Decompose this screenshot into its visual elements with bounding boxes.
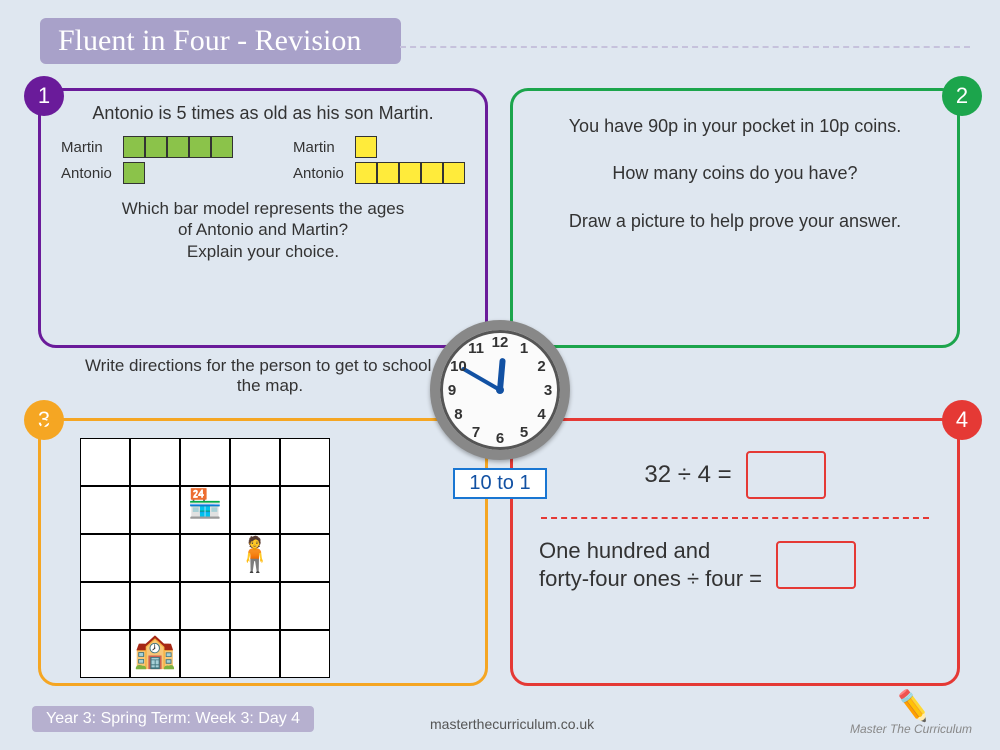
clock-number: 3 — [538, 382, 558, 399]
shop-icon — [180, 486, 230, 534]
clock-number: 2 — [532, 358, 552, 375]
p4-equation-1: 32 ÷ 4 = — [533, 451, 937, 499]
panel-2: You have 90p in your pocket in 10p coins… — [510, 88, 960, 348]
bar-label: Antonio — [293, 165, 355, 182]
panel-4-badge: 4 — [942, 400, 982, 440]
clock-number: 5 — [514, 424, 534, 441]
p3-instruction: Write directions for the person to get t… — [80, 356, 460, 397]
person-icon — [230, 534, 280, 582]
panel-1: Antonio is 5 times as old as his son Mar… — [38, 88, 488, 348]
clock-face: 121234567891011 — [430, 320, 570, 460]
clock-number: 4 — [532, 406, 552, 423]
brand-logo: ✏️Master The Curriculum — [850, 692, 972, 736]
clock-label: 10 to 1 — [453, 468, 546, 499]
clock-number: 1 — [514, 340, 534, 357]
bar-label: Martin — [61, 139, 123, 156]
p2-line1: You have 90p in your pocket in 10p coins… — [531, 115, 939, 138]
clock-number: 9 — [442, 382, 462, 399]
panel-2-badge: 2 — [942, 76, 982, 116]
title-rule — [400, 46, 970, 48]
eq1-text: 32 ÷ 4 = — [644, 461, 731, 489]
p3-map-grid — [80, 438, 330, 678]
clock-pin — [496, 386, 504, 394]
bar-label: Antonio — [61, 165, 123, 182]
panel-4: 32 ÷ 4 = One hundred and forty-four ones… — [510, 418, 960, 686]
clock-number: 8 — [448, 406, 468, 423]
footer-url: masterthecurriculum.co.uk — [430, 716, 594, 732]
bar-model-left: Martin Antonio — [61, 132, 233, 188]
answer-box[interactable] — [746, 451, 826, 499]
panel-1-badge: 1 — [24, 76, 64, 116]
p1-question: Antonio is 5 times as old as his son Mar… — [51, 103, 475, 124]
p1-subtext: Which bar model represents the ages of A… — [41, 198, 485, 262]
clock-number: 7 — [466, 424, 486, 441]
bar-model-right: Martin Antonio — [293, 132, 465, 188]
p4-equation-2: One hundred and forty-four ones ÷ four = — [539, 537, 931, 592]
answer-box[interactable] — [776, 541, 856, 589]
clock-number: 6 — [490, 430, 510, 447]
clock: 121234567891011 10 to 1 — [423, 320, 577, 499]
divider — [541, 517, 929, 519]
footer-tag: Year 3: Spring Term: Week 3: Day 4 — [32, 706, 314, 732]
clock-number: 11 — [466, 340, 486, 357]
bar-label: Martin — [293, 139, 355, 156]
p2-line3: Draw a picture to help prove your answer… — [531, 210, 939, 233]
p1-bar-models: Martin Antonio Martin Antonio — [41, 132, 485, 188]
school-icon — [130, 630, 180, 678]
eq2-text: One hundred and forty-four ones ÷ four = — [539, 537, 762, 592]
p2-line2: How many coins do you have? — [531, 162, 939, 185]
page-title: Fluent in Four - Revision — [40, 18, 401, 64]
clock-number: 12 — [490, 334, 510, 351]
clock-number: 10 — [448, 358, 468, 375]
